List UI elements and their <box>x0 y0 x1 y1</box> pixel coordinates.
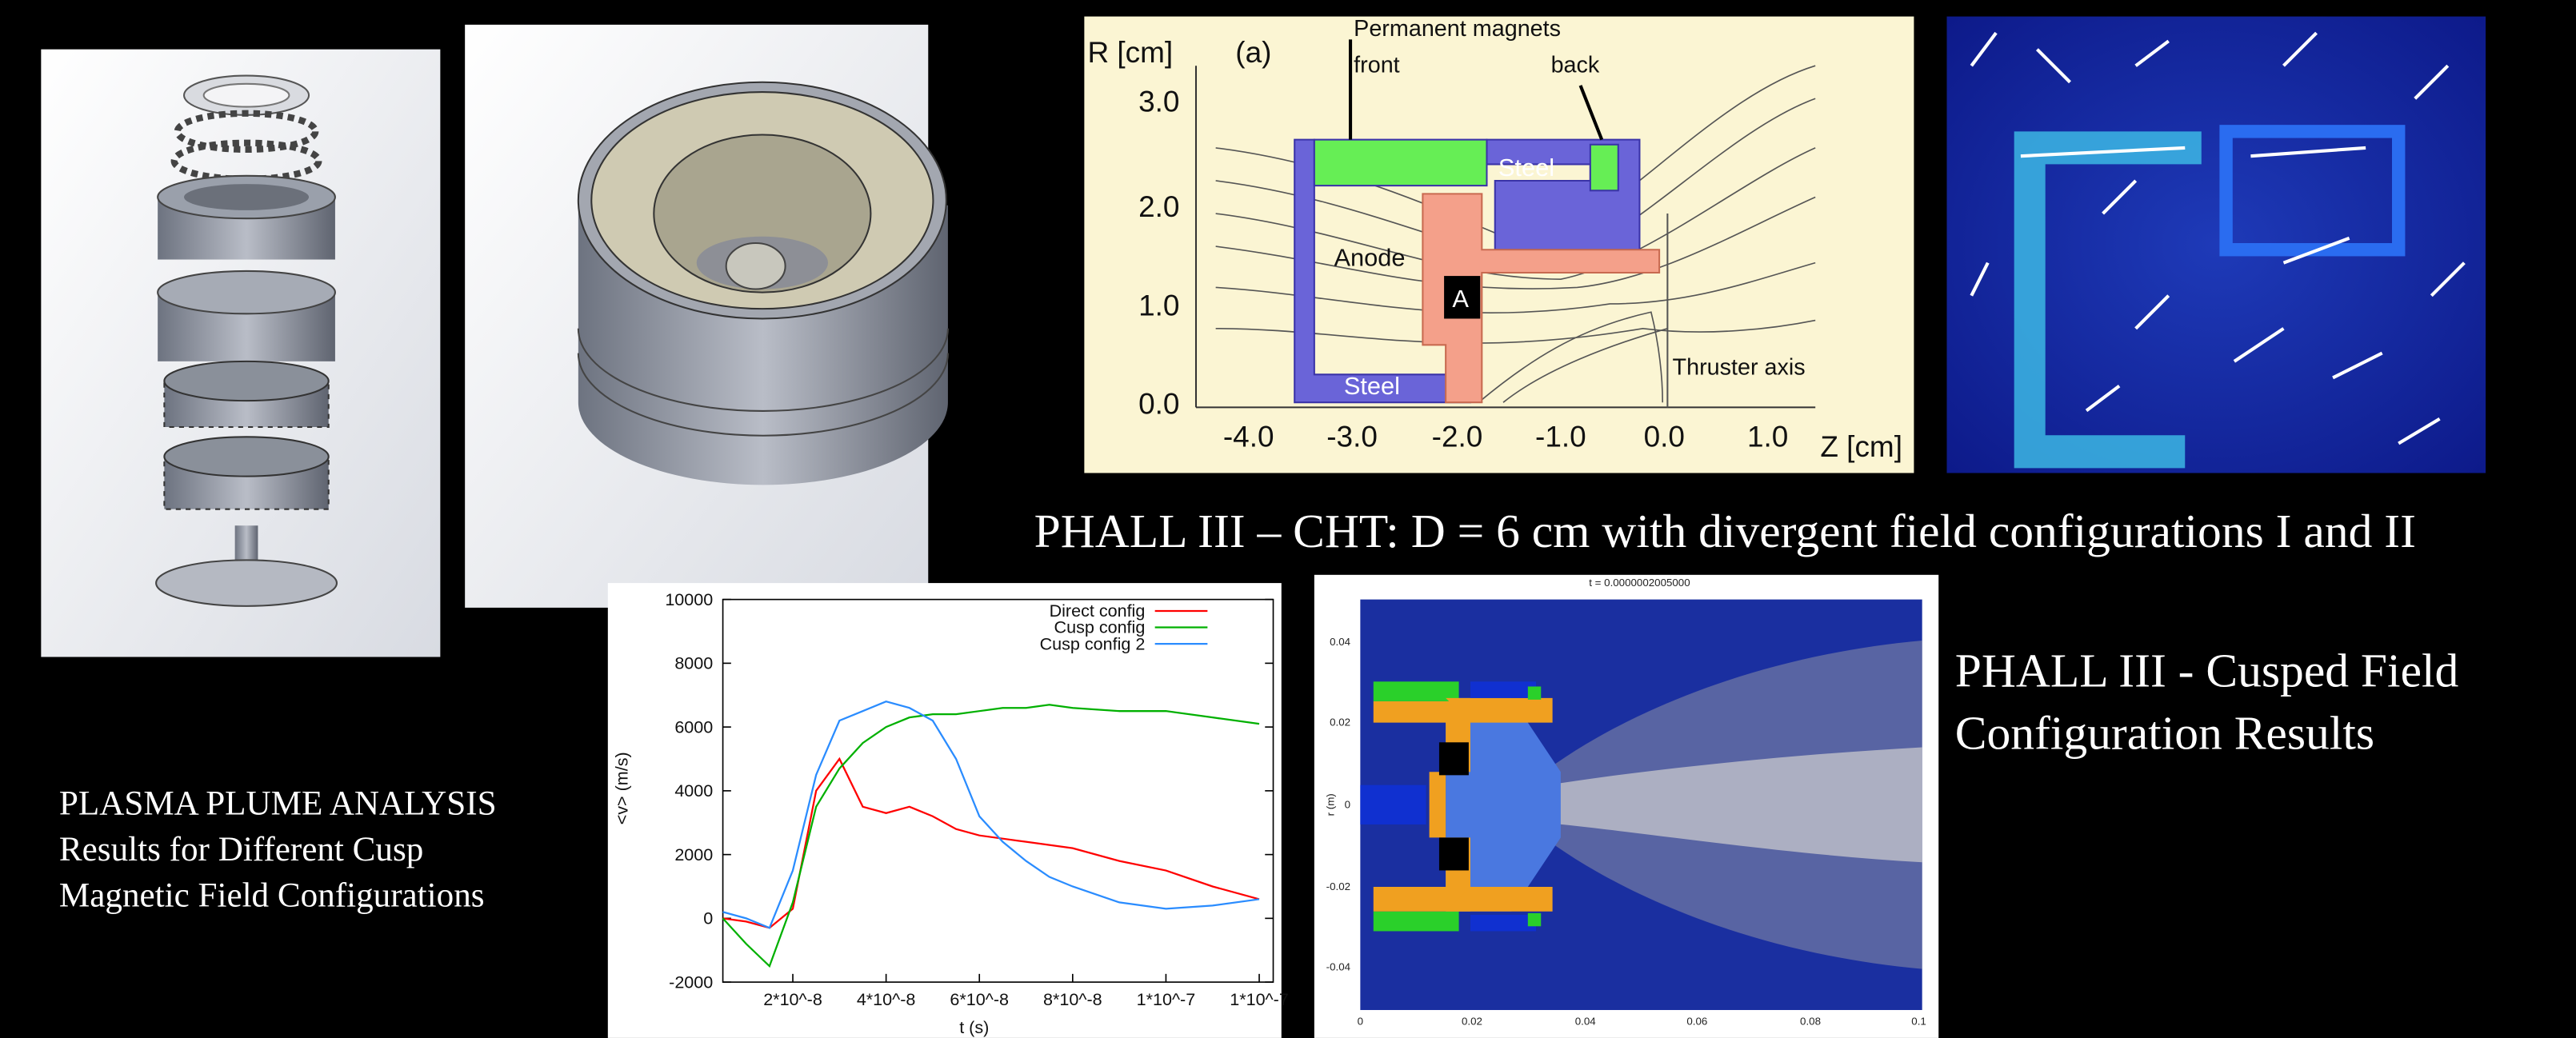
tick-label: 0.04 <box>1575 1016 1597 1028</box>
field-plot-image <box>1946 17 2486 473</box>
label: Anode <box>1334 244 1406 272</box>
thruster-image <box>465 25 948 608</box>
magnet-diagram <box>1084 17 1914 473</box>
x-tick-label: 6*10^-8 <box>950 989 1009 1009</box>
y-axis-label: r (m) <box>1325 793 1337 816</box>
tick-label: 3.0 <box>1138 86 1179 118</box>
assembly-image-part <box>204 84 290 107</box>
x-tick-label: 1*10^-7 <box>1230 989 1289 1009</box>
caption: Results for Different Cusp <box>59 831 423 868</box>
thruster-image-part <box>726 243 786 289</box>
tick-label: 2.0 <box>1138 190 1179 223</box>
y-tick-label: 6000 <box>674 717 713 737</box>
tick-label: -0.04 <box>1326 961 1351 973</box>
tick-label: 0.02 <box>1330 717 1350 729</box>
tick-label: 0.0 <box>1644 421 1685 453</box>
pic-plot-image-part <box>1439 837 1469 870</box>
label: back <box>1551 52 1600 78</box>
pic-plot-image-part <box>1439 742 1469 775</box>
assembly-image-part <box>158 271 335 313</box>
label: A <box>1452 285 1469 313</box>
pic-plot-image-part <box>1470 681 1536 698</box>
tick-label: 0.02 <box>1462 1016 1482 1028</box>
y-tick-label: 2000 <box>674 844 713 864</box>
pic-plot-image-part <box>1360 785 1426 824</box>
label: Permanent magnets <box>1354 16 1561 42</box>
tick-label: 1.0 <box>1138 289 1179 321</box>
assembly-image <box>41 50 440 657</box>
velocity-chart <box>608 583 1282 1038</box>
page: R [cm] (a) Permanent magnets front back … <box>0 0 2576 1038</box>
axis-label: R [cm] <box>1087 36 1173 69</box>
x-tick-label: 1*10^-7 <box>1137 989 1196 1009</box>
tick-label: 0 <box>1358 1016 1363 1028</box>
tick-label: 0.1 <box>1911 1016 1926 1028</box>
tick-label: 1.0 <box>1747 421 1788 453</box>
legend-label: Cusp config 2 <box>1040 633 1146 653</box>
slide: R [cm] (a) Permanent magnets front back … <box>0 0 2576 1038</box>
caption: PHALL III – CHT: D = 6 cm with divergent… <box>1034 505 2416 557</box>
y-tick-label: 8000 <box>674 653 713 673</box>
x-tick-label: 2*10^-8 <box>763 989 822 1009</box>
pic-plot-image-part <box>1374 912 1459 932</box>
velocity-chart-part <box>608 583 1282 1038</box>
x-tick-label: 8*10^-8 <box>1043 989 1102 1009</box>
caption: PHALL III - Cusped Field <box>1955 644 2459 697</box>
tick-label: 0.06 <box>1686 1016 1707 1028</box>
pic-plot-image <box>1314 575 1938 1038</box>
label: Steel <box>1498 154 1554 182</box>
tick-label: 0.08 <box>1800 1016 1821 1028</box>
pic-plot-image-part <box>1528 686 1541 699</box>
tick-label: -1.0 <box>1535 421 1586 453</box>
assembly-image-part <box>164 361 328 401</box>
y-tick-label: 0 <box>703 908 713 928</box>
axis-label: Z [cm] <box>1820 430 1902 463</box>
label: Steel <box>1344 372 1400 400</box>
label: front <box>1354 52 1400 78</box>
pic-plot-image-part <box>1470 915 1536 932</box>
tick-label: -0.02 <box>1326 880 1350 892</box>
y-axis-label: <v> (m/s) <box>611 752 631 824</box>
assembly-image-part <box>156 560 337 606</box>
tick-label: 0.04 <box>1330 636 1351 648</box>
y-tick-label: -2000 <box>669 972 713 992</box>
label: Thruster axis <box>1673 354 1806 380</box>
assembly-image-part <box>184 184 309 210</box>
pic-plot-image-part <box>1528 913 1541 926</box>
magnet-diagram-part <box>1314 140 1487 186</box>
tick-label: 0 <box>1345 798 1350 810</box>
tick-label: -2.0 <box>1432 421 1483 453</box>
y-tick-label: 10000 <box>665 589 713 609</box>
caption: Magnetic Field Configurations <box>59 877 485 915</box>
x-tick-label: 4*10^-8 <box>857 989 916 1009</box>
x-axis-label: t (s) <box>959 1017 989 1037</box>
tick-label: -4.0 <box>1223 421 1274 453</box>
plot-title: t = 0.0000002005000 <box>1589 577 1690 589</box>
assembly-image-part <box>164 437 328 476</box>
tick-label: 0.0 <box>1138 388 1179 421</box>
caption: PLASMA PLUME ANALYSIS <box>59 785 497 823</box>
tick-label: -3.0 <box>1326 421 1378 453</box>
y-tick-label: 4000 <box>674 780 713 800</box>
caption: Configuration Results <box>1955 707 2374 760</box>
panel-label: (a) <box>1235 36 1271 69</box>
magnet-diagram-part <box>1590 145 1618 191</box>
